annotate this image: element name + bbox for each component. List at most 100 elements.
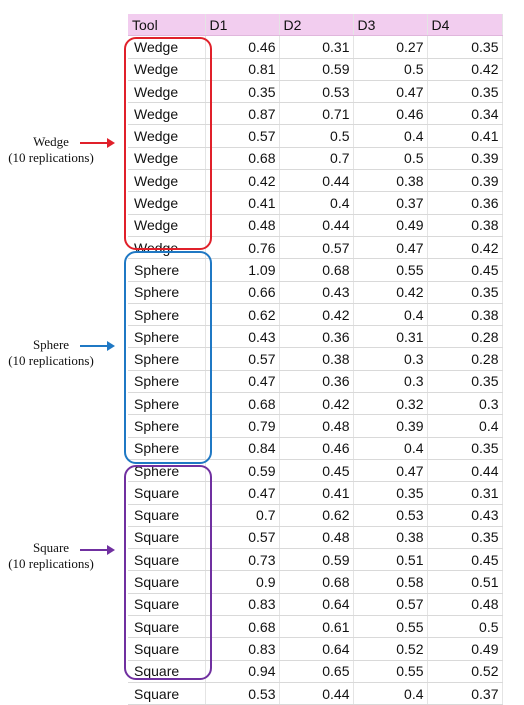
d2-cell[interactable]: 0.4 xyxy=(279,191,354,215)
d3-cell[interactable]: 0.4 xyxy=(353,303,428,327)
d2-cell[interactable]: 0.57 xyxy=(279,236,354,260)
d2-cell[interactable]: 0.46 xyxy=(279,437,354,460)
d3-cell[interactable]: 0.4 xyxy=(353,124,428,148)
header-cell-d2[interactable]: D2 xyxy=(279,14,354,37)
d4-cell[interactable]: 0.35 xyxy=(427,281,503,304)
d2-cell[interactable]: 0.36 xyxy=(279,325,354,349)
d2-cell[interactable]: 0.44 xyxy=(279,169,354,193)
d1-cell[interactable]: 0.9 xyxy=(205,570,280,594)
d3-cell[interactable]: 0.53 xyxy=(353,504,428,527)
tool-cell[interactable]: Sphere xyxy=(128,437,206,460)
d1-cell[interactable]: 0.46 xyxy=(205,35,280,59)
d4-cell[interactable]: 0.51 xyxy=(427,570,503,594)
tool-cell[interactable]: Square xyxy=(128,682,206,705)
d1-cell[interactable]: 0.57 xyxy=(205,124,280,148)
d2-cell[interactable]: 0.31 xyxy=(279,35,354,59)
d2-cell[interactable]: 0.42 xyxy=(279,392,354,416)
d1-cell[interactable]: 0.53 xyxy=(205,682,280,705)
d4-cell[interactable]: 0.42 xyxy=(427,58,503,81)
d3-cell[interactable]: 0.3 xyxy=(353,370,428,394)
tool-cell[interactable]: Wedge xyxy=(128,102,206,126)
d4-cell[interactable]: 0.43 xyxy=(427,504,503,527)
d1-cell[interactable]: 0.42 xyxy=(205,169,280,193)
d4-cell[interactable]: 0.3 xyxy=(427,392,503,416)
d4-cell[interactable]: 0.5 xyxy=(427,615,503,639)
tool-cell[interactable]: Wedge xyxy=(128,35,206,59)
tool-cell[interactable]: Square xyxy=(128,615,206,639)
d4-cell[interactable]: 0.41 xyxy=(427,124,503,148)
tool-cell[interactable]: Sphere xyxy=(128,281,206,304)
d2-cell[interactable]: 0.44 xyxy=(279,214,354,237)
d4-cell[interactable]: 0.45 xyxy=(427,548,503,572)
d3-cell[interactable]: 0.5 xyxy=(353,58,428,81)
d4-cell[interactable]: 0.31 xyxy=(427,481,503,505)
d1-cell[interactable]: 0.79 xyxy=(205,414,280,438)
d3-cell[interactable]: 0.55 xyxy=(353,660,428,683)
d4-cell[interactable]: 0.37 xyxy=(427,682,503,705)
d1-cell[interactable]: 0.59 xyxy=(205,459,280,483)
d4-cell[interactable]: 0.28 xyxy=(427,325,503,349)
d2-cell[interactable]: 0.7 xyxy=(279,147,354,171)
d2-cell[interactable]: 0.61 xyxy=(279,615,354,639)
d1-cell[interactable]: 0.81 xyxy=(205,58,280,81)
d2-cell[interactable]: 0.36 xyxy=(279,370,354,394)
d4-cell[interactable]: 0.35 xyxy=(427,35,503,59)
d1-cell[interactable]: 0.87 xyxy=(205,102,280,126)
d1-cell[interactable]: 0.66 xyxy=(205,281,280,304)
tool-cell[interactable]: Square xyxy=(128,504,206,527)
d4-cell[interactable]: 0.45 xyxy=(427,258,503,282)
d4-cell[interactable]: 0.39 xyxy=(427,147,503,171)
d4-cell[interactable]: 0.28 xyxy=(427,347,503,371)
d3-cell[interactable]: 0.55 xyxy=(353,258,428,282)
d2-cell[interactable]: 0.48 xyxy=(279,526,354,550)
d1-cell[interactable]: 0.83 xyxy=(205,593,280,617)
d2-cell[interactable]: 0.62 xyxy=(279,504,354,527)
d1-cell[interactable]: 0.76 xyxy=(205,236,280,260)
d2-cell[interactable]: 0.44 xyxy=(279,682,354,705)
d1-cell[interactable]: 0.35 xyxy=(205,80,280,104)
d2-cell[interactable]: 0.53 xyxy=(279,80,354,104)
d3-cell[interactable]: 0.4 xyxy=(353,437,428,460)
tool-cell[interactable]: Sphere xyxy=(128,459,206,483)
tool-cell[interactable]: Sphere xyxy=(128,392,206,416)
d3-cell[interactable]: 0.39 xyxy=(353,414,428,438)
d3-cell[interactable]: 0.32 xyxy=(353,392,428,416)
d4-cell[interactable]: 0.35 xyxy=(427,80,503,104)
tool-cell[interactable]: Sphere xyxy=(128,303,206,327)
header-cell-d1[interactable]: D1 xyxy=(205,14,280,37)
d2-cell[interactable]: 0.64 xyxy=(279,593,354,617)
tool-cell[interactable]: Sphere xyxy=(128,370,206,394)
d4-cell[interactable]: 0.39 xyxy=(427,169,503,193)
tool-cell[interactable]: Wedge xyxy=(128,214,206,237)
d1-cell[interactable]: 0.73 xyxy=(205,548,280,572)
d2-cell[interactable]: 0.48 xyxy=(279,414,354,438)
d2-cell[interactable]: 0.65 xyxy=(279,660,354,683)
d1-cell[interactable]: 0.68 xyxy=(205,392,280,416)
d3-cell[interactable]: 0.49 xyxy=(353,214,428,237)
tool-cell[interactable]: Square xyxy=(128,660,206,683)
d2-cell[interactable]: 0.68 xyxy=(279,258,354,282)
d3-cell[interactable]: 0.55 xyxy=(353,615,428,639)
d4-cell[interactable]: 0.49 xyxy=(427,637,503,661)
d2-cell[interactable]: 0.64 xyxy=(279,637,354,661)
d2-cell[interactable]: 0.42 xyxy=(279,303,354,327)
d1-cell[interactable]: 0.84 xyxy=(205,437,280,460)
d2-cell[interactable]: 0.59 xyxy=(279,548,354,572)
d3-cell[interactable]: 0.47 xyxy=(353,236,428,260)
d2-cell[interactable]: 0.43 xyxy=(279,281,354,304)
d3-cell[interactable]: 0.35 xyxy=(353,481,428,505)
d3-cell[interactable]: 0.51 xyxy=(353,548,428,572)
d3-cell[interactable]: 0.38 xyxy=(353,169,428,193)
tool-cell[interactable]: Wedge xyxy=(128,191,206,215)
tool-cell[interactable]: Wedge xyxy=(128,58,206,81)
d3-cell[interactable]: 0.47 xyxy=(353,459,428,483)
d1-cell[interactable]: 0.57 xyxy=(205,347,280,371)
d2-cell[interactable]: 0.41 xyxy=(279,481,354,505)
tool-cell[interactable]: Square xyxy=(128,637,206,661)
d4-cell[interactable]: 0.36 xyxy=(427,191,503,215)
tool-cell[interactable]: Square xyxy=(128,526,206,550)
d3-cell[interactable]: 0.42 xyxy=(353,281,428,304)
tool-cell[interactable]: Sphere xyxy=(128,347,206,371)
tool-cell[interactable]: Sphere xyxy=(128,325,206,349)
d1-cell[interactable]: 0.47 xyxy=(205,370,280,394)
